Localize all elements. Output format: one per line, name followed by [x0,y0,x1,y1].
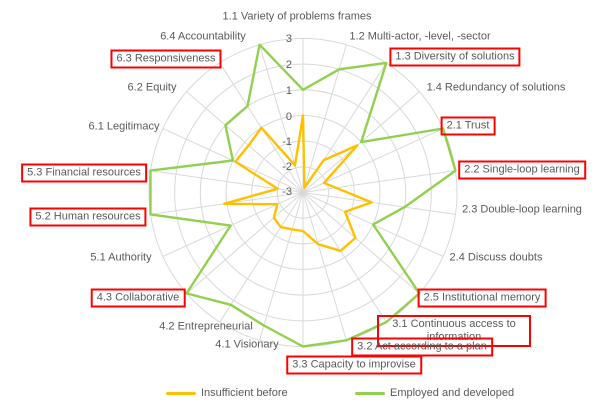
chart-legend: Insufficient before Employed and develop… [0,384,607,404]
scale-tick-label: -3 [282,186,292,198]
axis-label-2-1: 2.1 Trust [440,116,496,136]
grid-ring [174,63,432,322]
axis-label-4-2: 4.2 Entrepreneurial [159,320,253,333]
axis-label-6-3: 6.3 Responsiveness [110,49,222,69]
axis-label-4-3: 4.3 Collaborative [90,288,186,308]
scale-tick-label: -2 [282,161,292,173]
axis-label-1-1: 1.1 Variety of problems frames [222,10,372,23]
axis-label-2-5: 2.5 Institutional memory [417,288,547,308]
axis-label-2-3: 2.3 Double-loop learning [462,203,582,216]
axis-label-6-4: 6.4 Accountability [160,30,246,43]
axis-label-1-3: 1.3 Diversity of solutions [389,47,521,67]
axis-label-4-1: 4.1 Visionary [215,338,279,351]
scale-tick-label: 3 [285,33,292,45]
axis-label-5-3: 5.3 Financial resources [21,163,147,183]
legend-label: Employed and developed [390,387,515,399]
series-line-insufficient-before [223,114,373,252]
scale-tick-label: 2 [285,59,292,71]
axis-label-1-4: 1.4 Redundancy of solutions [426,81,566,94]
axis-label-3-2: 3.2 Act according to a plan [351,337,493,357]
axis-label-2-4: 2.4 Discuss doubts [449,251,543,264]
series-line-employed-and-developed [149,43,457,348]
axis-label-3-1: 3.1 Continuous access to information [377,315,531,347]
scale-tick-label: 1 [285,85,292,97]
legend-swatch-green-line [355,391,385,395]
axis-label-5-2: 5.2 Human resources [29,207,147,227]
axis-label-5-1: 5.1 Authority [90,251,152,264]
axis-label-2-2: 2.2 Single-loop learning [458,160,586,180]
legend-swatch-orange-line [166,391,196,395]
legend-item-insufficient-before: Insufficient before [166,384,288,402]
axis-label-3-3: 3.3 Capacity to improvise [286,355,422,375]
axis-label-6-1: 6.1 Legitimacy [88,120,160,133]
axis-label-1-2: 1.2 Multi-actor, -level, -sector [349,30,491,43]
legend-item-employed-developed: Employed and developed [355,384,514,402]
scale-tick-label: -1 [282,136,292,148]
axis-label-6-2: 6.2 Equity [127,81,177,94]
legend-label: Insufficient before [201,387,288,399]
scale-tick-label: 0 [285,111,292,123]
